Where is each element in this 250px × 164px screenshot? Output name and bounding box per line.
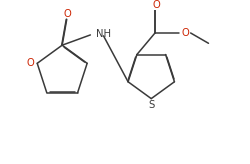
Text: S: S	[148, 100, 154, 110]
Text: O: O	[27, 58, 34, 68]
Text: O: O	[64, 9, 72, 19]
Text: O: O	[181, 28, 189, 38]
Text: NH: NH	[96, 29, 111, 39]
Text: O: O	[152, 0, 160, 10]
